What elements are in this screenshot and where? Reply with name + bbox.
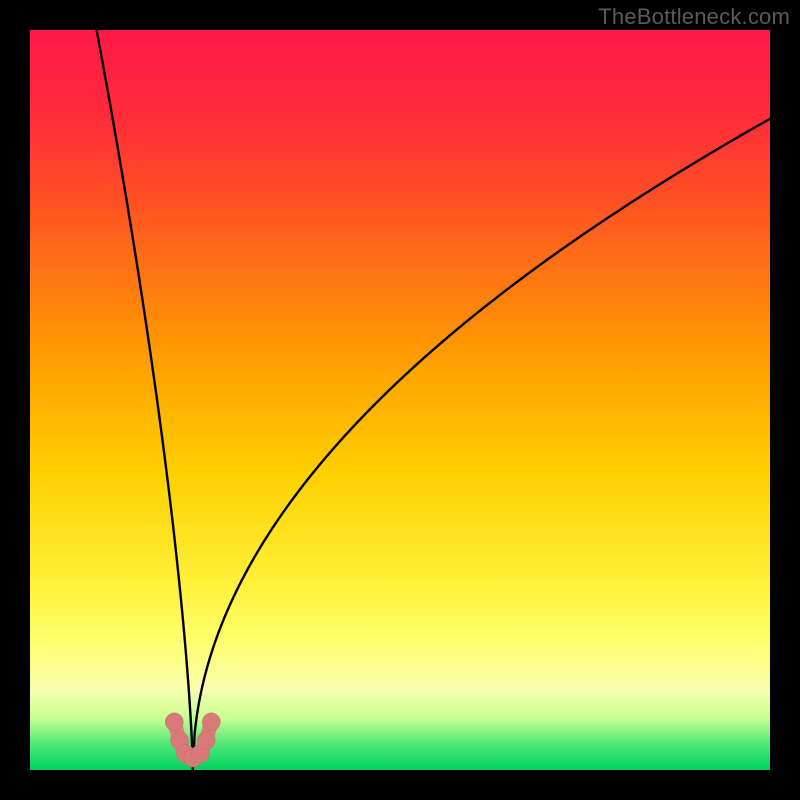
chart-root: TheBottleneck.com xyxy=(0,0,800,800)
curve-overlay xyxy=(30,30,770,770)
curve-left-branch xyxy=(97,30,193,770)
cluster-marker xyxy=(202,713,220,731)
curve-right-branch xyxy=(193,119,770,770)
plot-area xyxy=(30,30,770,770)
cluster-marker xyxy=(165,713,183,731)
watermark-text: TheBottleneck.com xyxy=(598,4,790,30)
cluster-marker xyxy=(197,731,215,749)
